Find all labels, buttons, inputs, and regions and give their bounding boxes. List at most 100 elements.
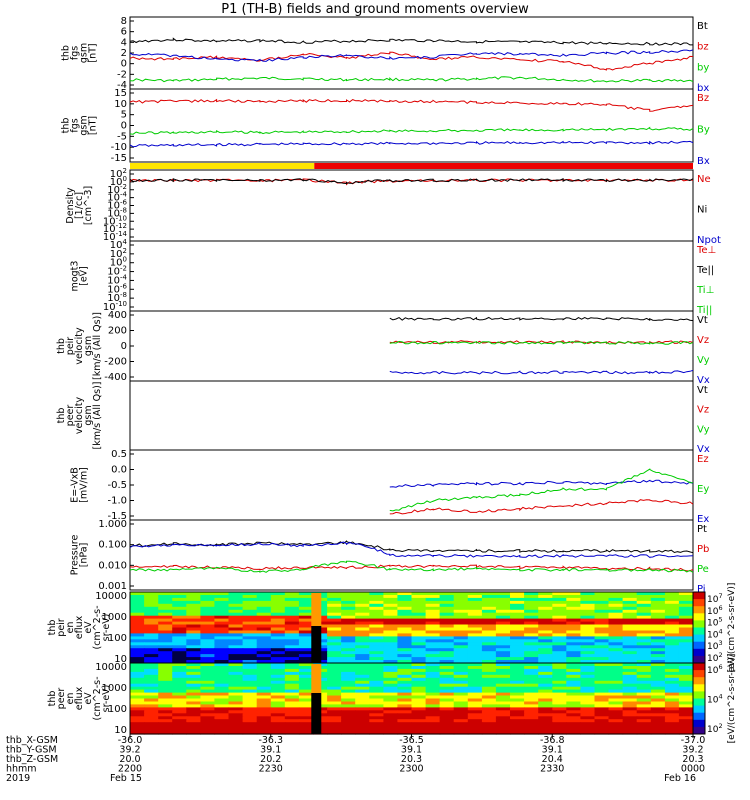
heatmap-cell — [524, 713, 539, 717]
heatmap-cell — [130, 633, 145, 637]
heatmap-cell — [327, 725, 342, 729]
heatmap-cell — [355, 630, 370, 635]
heatmap-cell — [622, 618, 638, 623]
heatmap-cell — [678, 636, 694, 640]
heatmap-cell — [594, 668, 610, 673]
heatmap-cell — [524, 657, 539, 661]
heatmap-cell — [270, 666, 286, 670]
heatmap-cell — [650, 668, 666, 673]
heatmap-cell — [214, 612, 230, 617]
heatmap-cell — [186, 633, 201, 637]
heatmap-cell — [453, 603, 469, 608]
heatmap-cell — [284, 695, 300, 700]
heatmap-cell — [467, 624, 483, 629]
series-peir-velocity-Vx — [389, 369, 694, 375]
ytick-temperature-4: 10-4 — [107, 273, 127, 286]
heatmap-cell — [453, 710, 469, 714]
heatmap-cell — [228, 695, 244, 700]
heatmap-cell — [214, 666, 230, 670]
heatmap-cell — [214, 595, 230, 599]
heatmap-cell — [270, 595, 286, 599]
heatmap-cell — [397, 668, 413, 673]
heatmap-cell — [467, 603, 483, 608]
heatmap-cell — [411, 648, 427, 652]
heatmap-cell — [510, 671, 525, 676]
heatmap-cell — [298, 660, 314, 664]
heatmap-cell — [284, 642, 300, 646]
heatmap-cell — [664, 654, 680, 658]
heatmap-cell — [467, 722, 483, 726]
heatmap-cell — [664, 722, 680, 726]
heatmap-cell — [453, 595, 469, 599]
heatmap-cell — [481, 636, 497, 640]
heatmap-cell — [495, 603, 511, 608]
heatmap-cell — [622, 666, 638, 670]
heatmap-cell — [510, 624, 525, 629]
heatmap-cell — [678, 695, 694, 700]
heatmap-cell — [298, 606, 314, 611]
heatmap-cell — [383, 603, 399, 608]
heatmap-cell — [172, 654, 187, 658]
heatmap-cell — [411, 666, 427, 670]
heatmap-cell — [130, 663, 145, 667]
heatmap-cell — [200, 657, 216, 661]
heatmap-cell — [467, 677, 483, 682]
heatmap-cell — [552, 689, 567, 694]
heatmap-cell — [228, 645, 244, 649]
heatmap-cell — [341, 698, 356, 703]
heatmap-cell — [495, 621, 511, 626]
ytick-fgs-gsm-bxyz-6: -15 — [111, 153, 127, 164]
heatmap-cell — [481, 621, 497, 626]
heatmap-cell — [369, 621, 384, 626]
heatmap-cell — [538, 710, 553, 714]
heatmap-cell — [172, 633, 187, 637]
heatmap-cell — [397, 695, 413, 700]
heatmap-cell — [636, 710, 652, 714]
series-efield-Ey — [389, 468, 693, 512]
heatmap-cell — [467, 725, 483, 729]
heatmap-cell — [453, 592, 469, 596]
heatmap-cell — [538, 621, 553, 626]
heatmap-cell — [481, 657, 497, 661]
heatmap-cell — [552, 642, 567, 646]
heatmap-cell — [425, 683, 441, 688]
heatmap-cell — [566, 645, 581, 649]
heatmap-cell — [144, 686, 159, 691]
legend-pressure-0: Pt — [697, 524, 707, 535]
heatmap-cell — [397, 597, 413, 602]
heatmap-cell — [439, 716, 455, 720]
heatmap-cell — [566, 642, 581, 646]
heatmap-cell — [636, 627, 652, 632]
heatmap-cell — [341, 615, 356, 620]
heatmap-cell — [510, 683, 525, 688]
heatmap-cell — [355, 716, 370, 720]
heatmap-cell — [552, 597, 567, 602]
heatmap-cell — [158, 597, 173, 602]
heatmap-cell — [580, 695, 596, 700]
heatmap-cell — [383, 606, 399, 611]
heatmap-cell — [172, 651, 187, 655]
heatmap-cell — [341, 680, 356, 685]
heatmap-cell — [186, 660, 201, 664]
heatmap-cell — [594, 606, 610, 611]
heatmap-cell — [270, 710, 286, 714]
heatmap-cell — [256, 710, 272, 714]
heatmap-cell — [664, 671, 680, 676]
heatmap-cell — [214, 686, 230, 691]
heatmap-cell — [214, 621, 230, 626]
ylabel-fgs-gsm-3: [nT] — [88, 43, 99, 62]
heatmap-cell — [369, 683, 384, 688]
heatmap-cell — [383, 612, 399, 617]
heatmap-cell — [172, 627, 187, 632]
heatmap-cell — [355, 707, 370, 711]
ytick-temperature-3: 10-2 — [107, 265, 127, 278]
heatmap-cell — [552, 698, 567, 703]
heatmap-cell — [284, 597, 300, 602]
heatmap-cell — [594, 609, 610, 614]
heatmap-cell — [453, 615, 469, 620]
xaxis-value-3-2: 20.4 — [542, 754, 563, 765]
heatmap-cell — [172, 686, 187, 691]
heatmap-cell — [650, 722, 666, 726]
heatmap-cell — [383, 642, 399, 646]
heatmap-cell — [580, 597, 596, 602]
